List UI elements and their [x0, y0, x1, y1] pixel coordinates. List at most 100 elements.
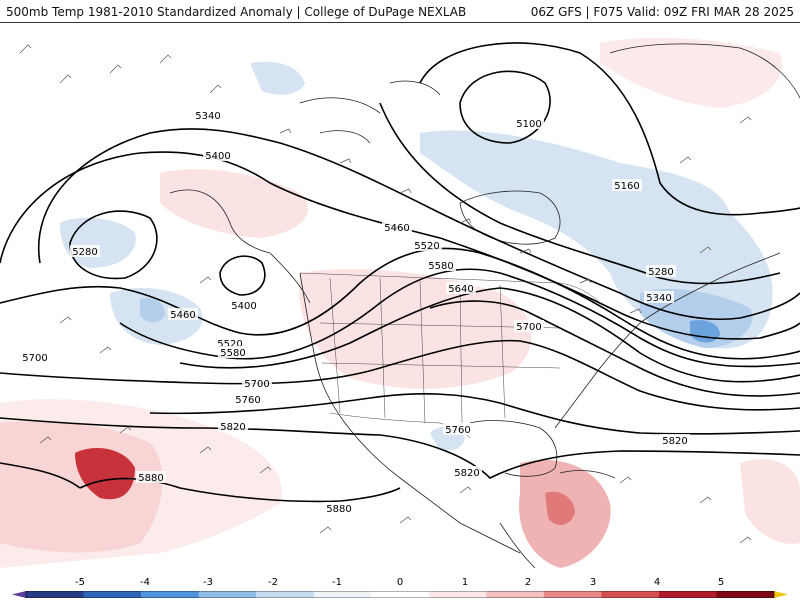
contour-label-5160: 5160	[612, 179, 642, 192]
legend-swatch	[486, 591, 545, 598]
contour-label-5760-east: 5760	[443, 423, 473, 436]
wind-barb	[209, 84, 222, 94]
svg-text:5460: 5460	[384, 223, 409, 234]
contour-label-5580-east: 5580	[426, 259, 456, 272]
coast-alaska	[169, 189, 311, 304]
legend-swatch	[313, 591, 372, 598]
svg-text:5700: 5700	[516, 322, 541, 333]
contour-5280-west	[69, 210, 158, 280]
contour-label-5460-east: 5460	[382, 221, 412, 234]
contour-label-5760-west: 5760	[233, 393, 263, 406]
warm-anomaly-greenland	[600, 37, 782, 108]
color-scale-bar	[12, 591, 788, 598]
legend-tick: 2	[524, 577, 532, 588]
coast-us-west	[299, 272, 401, 479]
wind-barb	[199, 276, 212, 284]
svg-text:5700: 5700	[22, 353, 47, 364]
warm-anomaly-alaska	[160, 169, 308, 238]
contour-label-5820-east: 5820	[660, 434, 690, 447]
contour-label-5520-east: 5520	[412, 239, 442, 252]
wind-barb	[279, 128, 292, 134]
legend-tick: -1	[332, 577, 342, 588]
legend-tick: 0	[396, 577, 404, 588]
wind-barb	[259, 466, 272, 474]
legend-tick: -2	[268, 577, 278, 588]
wind-barb	[679, 156, 692, 164]
map-title: 500mb Temp 1981-2010 Standardized Anomal…	[6, 5, 467, 19]
svg-text:5820: 5820	[454, 468, 479, 479]
svg-text:5880: 5880	[138, 473, 163, 484]
contour-label-5700-mid: 5700	[242, 377, 272, 390]
svg-text:5340: 5340	[195, 111, 220, 122]
wind-barb	[619, 476, 632, 484]
wind-barb	[739, 116, 752, 124]
coastlines	[169, 43, 800, 569]
legend-tick: 4	[653, 577, 661, 588]
contour-label-5400-low: 5400	[229, 299, 259, 312]
wind-barb	[739, 536, 752, 544]
contour-5160	[419, 42, 800, 216]
contour-5820	[0, 417, 800, 479]
contour-label-5340-east: 5340	[644, 291, 674, 304]
contour-5100	[459, 70, 551, 144]
legend-swatch	[543, 591, 602, 598]
cold-anomaly-northeast-max	[690, 320, 720, 343]
cold-anomaly-shading	[60, 61, 773, 451]
contour-label-5100: 5100	[514, 117, 544, 130]
wind-barb	[99, 346, 112, 354]
contour-label-5700-west: 5700	[20, 351, 50, 364]
wind-barb	[59, 316, 72, 324]
warm-anomaly-hawaii-core	[75, 448, 135, 500]
svg-text:5400: 5400	[231, 301, 256, 312]
contour-label-5820-mid: 5820	[452, 466, 482, 479]
svg-text:5460: 5460	[170, 310, 195, 321]
warm-anomaly-caribbean-core	[545, 491, 575, 525]
contour-label-5340-west: 5340	[193, 109, 223, 122]
contour-5400-low	[219, 255, 266, 296]
legend-tick: 3	[589, 577, 597, 588]
legend-swatch	[83, 591, 142, 598]
wind-barb	[199, 446, 212, 454]
warm-anomaly-us	[299, 269, 532, 389]
legend-tick: 1	[461, 577, 469, 588]
coast-greenland	[609, 43, 800, 99]
model-valid-time: 06Z GFS | F075 Valid: 09Z FRI MAR 28 202…	[530, 5, 794, 19]
contour-5460	[0, 247, 800, 360]
contour-label-5700-east: 5700	[514, 320, 544, 333]
svg-text:5280: 5280	[72, 247, 97, 258]
coast-canada-east	[639, 252, 781, 324]
legend-swatch	[601, 591, 660, 598]
wind-barb	[159, 54, 172, 64]
svg-text:5760: 5760	[445, 425, 470, 436]
legend-swatch	[428, 591, 487, 598]
wind-barbs	[19, 44, 752, 544]
legend-swatch	[658, 591, 717, 598]
legend-swatch	[26, 591, 85, 598]
coast-cuba	[559, 470, 616, 479]
contour-5280-east	[379, 102, 781, 285]
contour-label-5640: 5640	[446, 282, 476, 295]
wind-barb	[459, 486, 472, 494]
coast-gulf	[469, 420, 558, 477]
contour-5580	[179, 287, 800, 383]
warm-anomaly-hawaii-light	[0, 399, 282, 568]
svg-text:5760: 5760	[235, 395, 260, 406]
coast-mexico-west	[399, 477, 521, 554]
legend-tick: -4	[140, 577, 150, 588]
legend-arrow-max	[774, 591, 788, 598]
svg-text:5820: 5820	[220, 422, 245, 433]
anomaly-map: 5100 5160 5280 5280 5340 5340 5400 5400 …	[0, 23, 800, 575]
cold-anomaly-pacific-core	[140, 297, 165, 323]
svg-text:5400: 5400	[205, 151, 230, 162]
svg-text:5100: 5100	[516, 119, 541, 130]
contour-5880-west	[0, 462, 81, 489]
wind-barb	[399, 516, 412, 524]
contour-label-5880-west: 5880	[136, 471, 166, 484]
legend-tick: -5	[75, 577, 85, 588]
legend-swatch	[198, 591, 257, 598]
contour-5760	[149, 393, 800, 435]
svg-text:5820: 5820	[662, 436, 687, 447]
cold-anomaly-aleutian	[60, 217, 136, 268]
legend-border	[25, 591, 775, 598]
wind-barb	[699, 496, 712, 504]
